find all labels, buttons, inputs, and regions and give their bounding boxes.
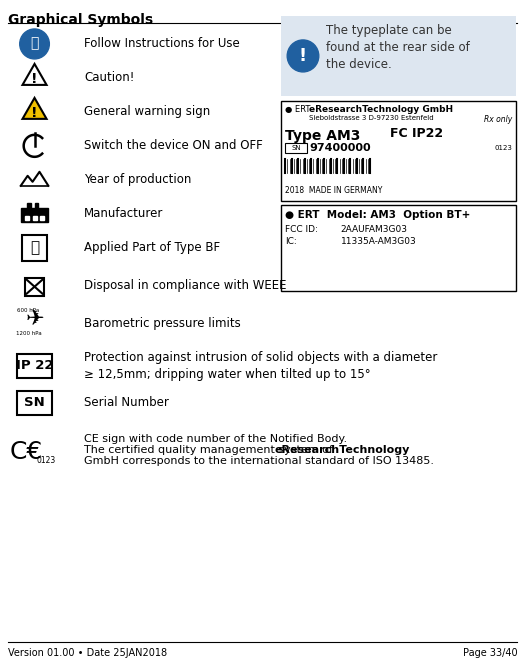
Text: Barometric pressure limits: Barometric pressure limits <box>84 317 240 330</box>
Text: GmbH corresponds to the international standard of ISO 13485.: GmbH corresponds to the international st… <box>84 457 434 467</box>
Text: eResearchTechnology GmbH: eResearchTechnology GmbH <box>309 105 453 114</box>
Text: Sieboldstrasse 3 D-97230 Estenfeld: Sieboldstrasse 3 D-97230 Estenfeld <box>309 115 434 121</box>
FancyBboxPatch shape <box>281 16 516 96</box>
Text: Disposal in compliance with WEEE: Disposal in compliance with WEEE <box>84 279 286 292</box>
Text: Protection against intrusion of solid objects with a diameter
≥ 12,5mm; dripping: Protection against intrusion of solid ob… <box>84 350 437 381</box>
Text: SN: SN <box>291 145 301 151</box>
Bar <box>21 208 48 221</box>
Bar <box>24 215 29 219</box>
Polygon shape <box>22 98 47 119</box>
Text: Switch the device ON and OFF: Switch the device ON and OFF <box>84 139 263 152</box>
Text: Page 33/40: Page 33/40 <box>462 648 517 658</box>
Text: !: ! <box>31 72 38 87</box>
Text: The certified quality management system of: The certified quality management system … <box>84 446 336 455</box>
Bar <box>32 215 37 219</box>
Text: ✈: ✈ <box>25 309 44 330</box>
Text: Serial Number: Serial Number <box>84 396 169 409</box>
Circle shape <box>287 40 319 72</box>
Text: 🚶: 🚶 <box>30 240 39 255</box>
Bar <box>35 203 38 208</box>
Text: 📋: 📋 <box>30 36 39 50</box>
Text: The typeplate can be
found at the rear side of
the device.: The typeplate can be found at the rear s… <box>326 24 469 71</box>
Text: FCC ID:: FCC ID: <box>285 225 318 234</box>
Text: Caution!: Caution! <box>84 71 134 85</box>
FancyBboxPatch shape <box>281 205 516 291</box>
Text: FC IP22: FC IP22 <box>390 127 443 140</box>
Text: !: ! <box>31 106 38 120</box>
Text: Year of production: Year of production <box>84 173 192 186</box>
Text: Version 01.00 • Date 25JAN2018: Version 01.00 • Date 25JAN2018 <box>8 648 167 658</box>
Text: C€: C€ <box>10 440 43 465</box>
Text: 2AAUFAM3G03: 2AAUFAM3G03 <box>340 225 408 234</box>
Text: 1200 hPa: 1200 hPa <box>16 331 41 336</box>
Text: SN: SN <box>24 396 45 409</box>
Bar <box>27 203 31 208</box>
Text: ● ERT  Model: AM3  Option BT+: ● ERT Model: AM3 Option BT+ <box>285 210 471 219</box>
Text: 2018  MADE IN GERMANY: 2018 MADE IN GERMANY <box>285 186 383 195</box>
Circle shape <box>20 29 49 59</box>
Text: Manufacturer: Manufacturer <box>84 208 163 220</box>
Text: 600 hPa: 600 hPa <box>18 308 40 313</box>
Text: General warning sign: General warning sign <box>84 105 210 118</box>
Bar <box>17 391 52 414</box>
Text: 11335A-AM3G03: 11335A-AM3G03 <box>340 237 416 246</box>
Text: Type AM3: Type AM3 <box>285 129 361 143</box>
Text: IC:: IC: <box>285 237 297 246</box>
Text: Graphical Symbols: Graphical Symbols <box>8 13 153 27</box>
Text: eResearchTechnology: eResearchTechnology <box>275 446 410 455</box>
FancyBboxPatch shape <box>281 101 516 201</box>
Text: Rx only: Rx only <box>484 115 512 124</box>
Text: 0123: 0123 <box>494 145 512 151</box>
Text: !: ! <box>299 47 307 65</box>
Text: Follow Instructions for Use: Follow Instructions for Use <box>84 38 239 50</box>
Bar <box>22 235 47 260</box>
Bar <box>24 278 44 295</box>
Text: IP 22: IP 22 <box>16 359 53 372</box>
Text: CE sign with code number of the Notified Body.: CE sign with code number of the Notified… <box>84 434 347 444</box>
Text: Applied Part of Type BF: Applied Part of Type BF <box>84 241 220 254</box>
Text: 0123: 0123 <box>37 456 56 465</box>
Text: ● ERT: ● ERT <box>285 105 311 114</box>
Bar <box>17 354 52 377</box>
Bar <box>40 215 44 219</box>
Text: 97400000: 97400000 <box>309 143 370 153</box>
